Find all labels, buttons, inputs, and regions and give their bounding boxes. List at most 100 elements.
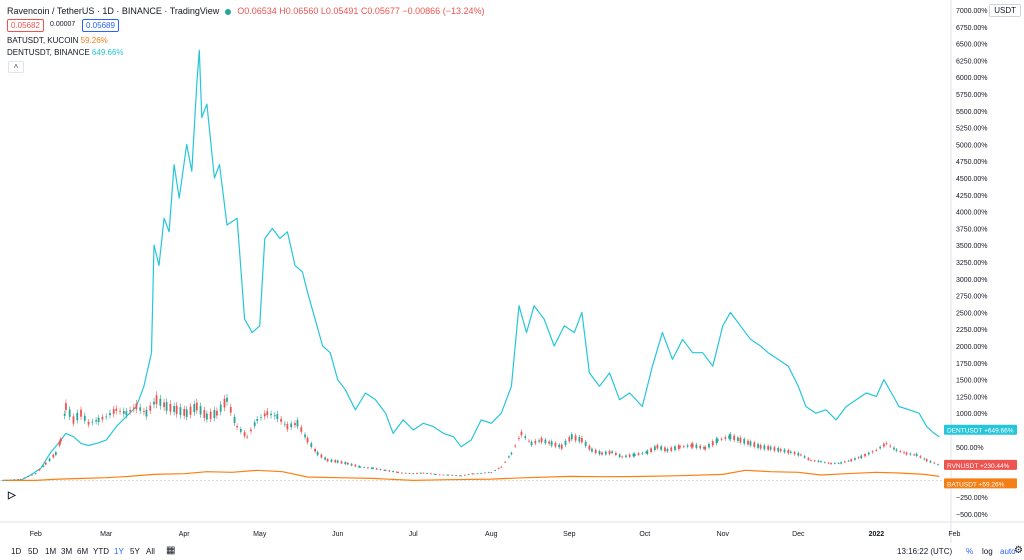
x-tick-label: Jul xyxy=(409,531,418,538)
candle-body xyxy=(645,452,647,454)
buy-price-box[interactable]: 0.05689 xyxy=(82,19,119,32)
candle-body xyxy=(779,449,782,452)
candle-body xyxy=(250,429,252,432)
candle-body xyxy=(19,478,22,480)
candle-body xyxy=(270,413,272,416)
candle-body xyxy=(471,473,474,475)
candle-body xyxy=(789,451,792,453)
candle-body xyxy=(119,410,121,412)
candle-body xyxy=(899,451,902,453)
candle-body xyxy=(480,473,483,474)
range-1d[interactable]: 1D xyxy=(11,547,22,556)
candle-body xyxy=(122,410,125,414)
range-all[interactable]: All xyxy=(146,547,155,556)
candle-body xyxy=(416,473,418,474)
y-tick-label: 7000.00% xyxy=(956,8,988,15)
candle-body xyxy=(843,461,846,463)
candle-body xyxy=(628,454,631,457)
candle-body xyxy=(266,411,269,416)
y-tick-label: 4000.00% xyxy=(956,210,988,217)
sell-price-box[interactable]: 0.05682 xyxy=(7,19,44,32)
y-tick-label: 3750.00% xyxy=(956,226,988,233)
candle-body xyxy=(54,452,57,455)
candle-body xyxy=(682,446,685,448)
range-3m[interactable]: 3M xyxy=(61,547,73,556)
x-tick-label: Nov xyxy=(717,531,730,538)
candle-body xyxy=(783,449,786,453)
candle-body xyxy=(737,437,739,441)
candle-body xyxy=(467,474,470,475)
legend-dent[interactable]: DENTUSDT, BINANCE 649.66% xyxy=(7,48,124,57)
candle-body xyxy=(438,474,441,476)
price-chart[interactable]: 7000.00% 6750.00% 6500.00% 6250.00% 6000.00%… xyxy=(0,0,1024,543)
candle-body xyxy=(326,459,329,462)
price-axis[interactable]: 7000.00% 6750.00% 6500.00% 6250.00% 6000.00%… xyxy=(956,8,988,519)
candle-body xyxy=(905,452,908,455)
candle-body xyxy=(514,445,517,447)
percent-toggle[interactable]: % xyxy=(966,547,974,556)
y-tick-label: 5000.00% xyxy=(956,142,988,149)
candle-body xyxy=(80,409,82,417)
candle-body xyxy=(807,457,810,460)
candle-body xyxy=(145,409,148,417)
candle-body xyxy=(919,456,922,458)
candle-body xyxy=(426,473,428,474)
candle-body xyxy=(17,479,20,480)
candle-body xyxy=(793,452,796,455)
candle-body xyxy=(810,460,812,461)
candle-body xyxy=(48,458,51,462)
candle-body xyxy=(193,404,196,413)
ohlc-values: O0.06534 H0.06560 L0.05491 C0.05677 −0.0… xyxy=(237,6,485,16)
candle-body xyxy=(937,464,939,466)
bottom-toolbar: 1D 5D 1M 3M 6M YTD 1Y 5Y All ▦ 13:16:22 … xyxy=(0,543,1024,560)
candle-body xyxy=(500,466,503,468)
range-5y[interactable]: 5Y xyxy=(130,547,140,556)
range-1m[interactable]: 1M xyxy=(45,547,57,556)
currency-tag[interactable]: USDT xyxy=(989,4,1021,17)
range-1y[interactable]: 1Y xyxy=(114,547,124,556)
calendar-icon[interactable]: ▦ xyxy=(166,545,176,556)
candle-body xyxy=(95,420,98,422)
symbol-title[interactable]: Ravencoin / TetherUS · 1D · BINANCE · Tr… xyxy=(7,6,220,16)
candle-body xyxy=(594,449,597,454)
candle-body xyxy=(412,473,415,475)
candle-body xyxy=(359,466,362,468)
candle-body xyxy=(833,463,836,464)
candle-body xyxy=(728,435,731,439)
candle-body xyxy=(205,413,208,420)
candle-body xyxy=(641,452,644,454)
candle-body xyxy=(83,415,86,421)
candle-body xyxy=(97,417,100,423)
spread-value: 0.00007 xyxy=(50,21,76,28)
candle-body xyxy=(677,445,680,450)
x-tick-label: Jun xyxy=(332,531,343,538)
candle-body xyxy=(510,452,513,455)
log-toggle[interactable]: log xyxy=(982,547,993,556)
y-tick-label: 1250.00% xyxy=(956,394,988,401)
collapse-legend-button[interactable]: ˄ xyxy=(8,61,24,73)
candle-body xyxy=(219,404,222,412)
range-5d[interactable]: 5D xyxy=(28,547,39,556)
candle-body xyxy=(614,452,617,456)
candle-body xyxy=(463,474,466,476)
y-tick-label: −250.00% xyxy=(956,495,988,502)
range-ytd[interactable]: YTD xyxy=(93,547,109,556)
candle-body xyxy=(820,461,822,463)
plot-area xyxy=(0,49,951,482)
candle-body xyxy=(273,415,276,417)
candle-body xyxy=(574,435,577,441)
candle-body xyxy=(570,434,573,440)
candle-body xyxy=(59,438,62,442)
legend-bat[interactable]: BATUSDT, KUCOIN 59.26% xyxy=(7,36,108,45)
auto-toggle[interactable]: auto xyxy=(1000,547,1016,556)
candle-body xyxy=(239,428,242,432)
y-tick-label: −500.00% xyxy=(956,512,988,519)
candle-body xyxy=(42,465,45,467)
candle-body xyxy=(153,401,155,405)
dentusdt-line xyxy=(3,49,940,481)
clock-readout[interactable]: 13:16:22 (UTC) xyxy=(897,547,953,556)
x-tick-label: Sep xyxy=(563,531,576,538)
time-axis[interactable]: Feb Mar Apr May Jun Jul Aug Sep Oct Nov Dec 2022 Feb xyxy=(30,531,961,538)
range-6m[interactable]: 6M xyxy=(77,547,89,556)
gear-icon[interactable]: ⚙ xyxy=(1014,545,1023,556)
